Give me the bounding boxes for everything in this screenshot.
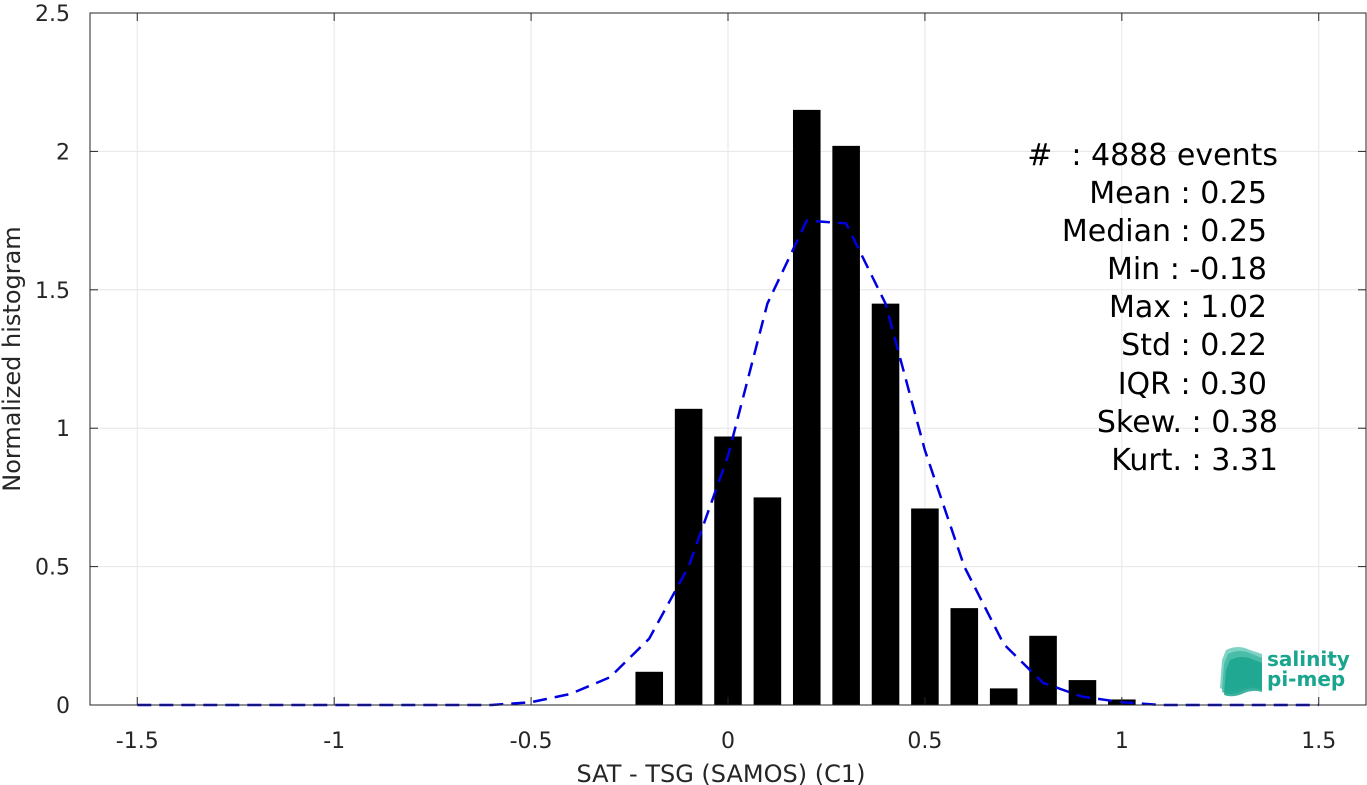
x-tick-label: 1: [1115, 729, 1129, 754]
y-tick-labels: 0 0.5 1 1.5 2 2.5: [35, 2, 70, 719]
histogram-bar: [635, 671, 664, 705]
stat-median: Median : 0.25: [1062, 214, 1267, 249]
histogram-bar: [674, 408, 703, 705]
stat-mean: Mean : 0.25: [1089, 176, 1267, 211]
histogram-bar: [871, 303, 900, 705]
y-axis-label: Normalized histogram: [0, 226, 26, 491]
x-tick-label: 1.5: [1301, 729, 1336, 754]
logo-line1: salinity: [1267, 647, 1350, 671]
stat-std: Std : 0.22: [1121, 328, 1267, 363]
logo-line2: pi-mep: [1267, 667, 1345, 691]
histogram-bar: [911, 508, 939, 705]
histogram-bar: [1068, 680, 1097, 705]
fit-curve-line: [137, 219, 1319, 707]
stat-max: Max : 1.02: [1109, 290, 1267, 325]
stat-skew: Skew. : 0.38: [1097, 405, 1278, 440]
x-tick-label: -1.5: [116, 729, 159, 754]
histogram-bar: [792, 109, 821, 705]
y-tick-label: 2: [56, 140, 70, 165]
y-tick-label: 1.5: [35, 279, 70, 304]
histogram-bar: [714, 436, 742, 705]
x-tick-label: -0.5: [510, 729, 553, 754]
x-tick-label: 0: [721, 729, 735, 754]
axis-ticks: [90, 12, 1366, 706]
stats-box: # : 4888 events Mean : 0.25 Median : 0.2…: [1027, 138, 1278, 478]
x-tick-label: 0.5: [907, 729, 942, 754]
fit-curve: [137, 219, 1319, 707]
y-tick-label: 0: [56, 694, 70, 719]
histogram-bars: [635, 109, 1136, 705]
histogram-bar: [832, 145, 860, 705]
stat-min: Min : -0.18: [1107, 252, 1267, 287]
x-tick-label: -1: [323, 729, 345, 754]
y-tick-label: 1: [56, 417, 70, 442]
stat-iqr: IQR : 0.30: [1118, 367, 1267, 402]
histogram-bar: [989, 688, 1018, 705]
salinity-pi-mep-logo: salinity pi-mep: [1220, 647, 1350, 697]
histogram-bar: [1029, 635, 1057, 705]
y-tick-label: 0.5: [35, 556, 70, 581]
x-tick-labels: -1.5 -1 -0.5 0 0.5 1 1.5: [116, 729, 1336, 754]
histogram-bar: [753, 497, 782, 705]
histogram-bar: [950, 608, 979, 705]
stat-kurt: Kurt. : 3.31: [1111, 443, 1278, 478]
y-tick-label: 2.5: [35, 2, 70, 27]
wave-icon: [1220, 647, 1262, 697]
x-axis-label: SAT - TSG (SAMOS) (C1): [577, 760, 866, 785]
stat-count: # : 4888 events: [1027, 138, 1278, 173]
